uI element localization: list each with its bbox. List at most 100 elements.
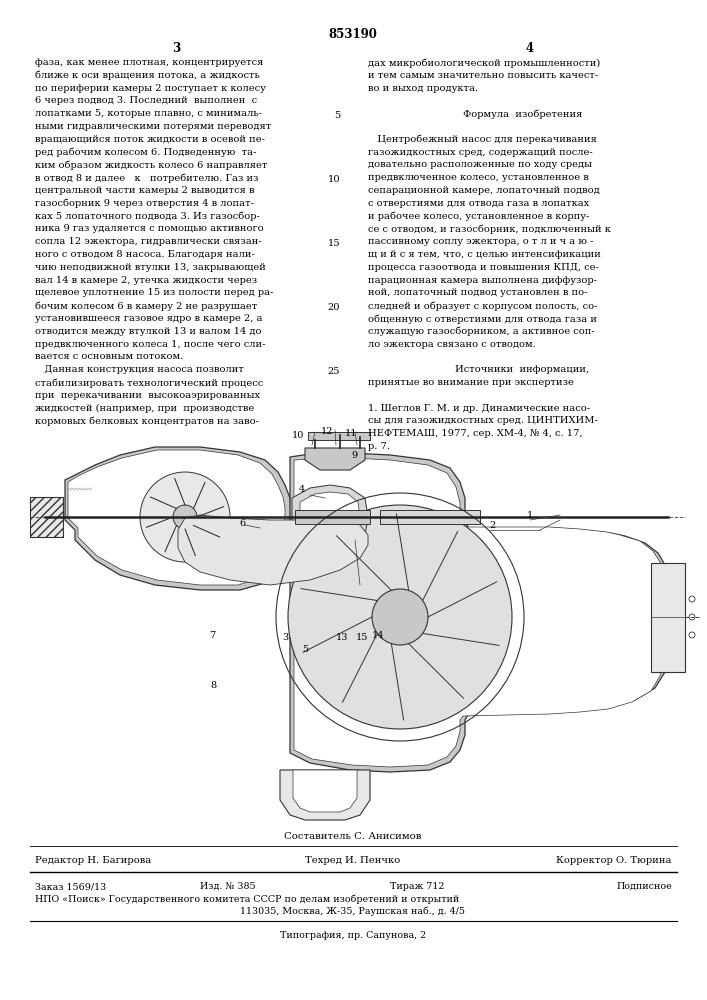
Polygon shape	[305, 448, 365, 470]
Text: фаза, как менее плотная, концентрируется: фаза, как менее плотная, концентрируется	[35, 58, 264, 67]
Text: 15: 15	[327, 239, 340, 248]
Circle shape	[689, 632, 695, 638]
Text: 12: 12	[321, 428, 333, 436]
Text: вращающийся поток жидкости в осевой пе-: вращающийся поток жидкости в осевой пе-	[35, 135, 265, 144]
Text: 15: 15	[356, 634, 368, 643]
Text: по периферии камеры 2 поступает к колесу: по периферии камеры 2 поступает к колесу	[35, 84, 266, 93]
Polygon shape	[295, 510, 370, 524]
Text: предвключенного колеса 1, после чего сли-: предвключенного колеса 1, после чего сли…	[35, 340, 266, 349]
Text: Техред И. Пенчко: Техред И. Пенчко	[305, 856, 401, 865]
Polygon shape	[651, 563, 685, 672]
Text: Заказ 1569/13: Заказ 1569/13	[35, 882, 106, 891]
Text: НЕФТЕМАШ, 1977, сер. ХМ-4, № 4, с. 17,: НЕФТЕМАШ, 1977, сер. ХМ-4, № 4, с. 17,	[368, 429, 583, 438]
Text: р. 7.: р. 7.	[368, 442, 390, 451]
Text: вается с основным потоком.: вается с основным потоком.	[35, 352, 183, 361]
Polygon shape	[65, 447, 292, 590]
Text: 6 через подвод 3. Последний  выполнен  с: 6 через подвод 3. Последний выполнен с	[35, 96, 257, 105]
Circle shape	[372, 589, 428, 645]
Text: газосборник 9 через отверстия 4 в лопат-: газосборник 9 через отверстия 4 в лопат-	[35, 199, 254, 208]
Text: служащую газосборником, а активное соп-: служащую газосборником, а активное соп-	[368, 327, 595, 336]
Text: Подписное: Подписное	[617, 882, 672, 891]
Text: дах микробиологической промышленности): дах микробиологической промышленности)	[368, 58, 600, 68]
Text: 8: 8	[210, 682, 216, 690]
Text: Составитель С. Анисимов: Составитель С. Анисимов	[284, 832, 421, 841]
Text: бочим колесом 6 в камеру 2 не разрушает: бочим колесом 6 в камеру 2 не разрушает	[35, 301, 257, 311]
Text: 853190: 853190	[329, 28, 378, 41]
Text: Изд. № 385: Изд. № 385	[200, 882, 256, 891]
Text: Типография, пр. Сапунова, 2: Типография, пр. Сапунова, 2	[280, 931, 426, 940]
Polygon shape	[294, 458, 663, 767]
Polygon shape	[293, 770, 357, 812]
Text: предвключенное колесо, установленное в: предвключенное колесо, установленное в	[368, 173, 589, 182]
Polygon shape	[380, 510, 480, 524]
Text: 10: 10	[292, 430, 304, 440]
Circle shape	[173, 505, 197, 529]
Text: 4: 4	[299, 486, 305, 494]
Polygon shape	[178, 515, 368, 585]
Text: се с отводом, и газосборник, подключенный к: се с отводом, и газосборник, подключенны…	[368, 224, 611, 234]
Text: общенную с отверстиями для отвода газа и: общенную с отверстиями для отвода газа и	[368, 314, 597, 324]
Polygon shape	[30, 497, 63, 537]
Text: в отвод 8 и далее   к   потребителю. Газ из: в отвод 8 и далее к потребителю. Газ из	[35, 173, 259, 183]
Text: во и выход продукта.: во и выход продукта.	[368, 84, 478, 93]
Text: сепарационной камере, лопаточный подвод: сепарационной камере, лопаточный подвод	[368, 186, 600, 195]
Text: 3: 3	[282, 633, 288, 642]
Text: с отверстиями для отвода газа в лопатках: с отверстиями для отвода газа в лопатках	[368, 199, 590, 208]
Text: 13: 13	[336, 634, 349, 643]
Polygon shape	[68, 450, 285, 585]
Text: довательно расположенные по ходу среды: довательно расположенные по ходу среды	[368, 160, 592, 169]
Text: ближе к оси вращения потока, а жидкость: ближе к оси вращения потока, а жидкость	[35, 71, 259, 80]
Text: 1. Шеглов Г. М. и др. Динамические насо-: 1. Шеглов Г. М. и др. Динамические насо-	[368, 404, 590, 413]
Text: следней и образует с корпусом полость, со-: следней и образует с корпусом полость, с…	[368, 301, 597, 311]
Text: Корректор О. Тюрина: Корректор О. Тюрина	[556, 856, 672, 865]
Text: НПО «Поиск» Государственного комитета СССР по делам изобретений и открытий: НПО «Поиск» Государственного комитета СС…	[35, 895, 460, 904]
Text: Тираж 712: Тираж 712	[390, 882, 445, 891]
Text: чию неподвижной втулки 13, закрывающей: чию неподвижной втулки 13, закрывающей	[35, 263, 266, 272]
Text: ного с отводом 8 насоса. Благодаря нали-: ного с отводом 8 насоса. Благодаря нали-	[35, 250, 255, 259]
Text: ках 5 лопаточного подвода 3. Из газосбор-: ках 5 лопаточного подвода 3. Из газосбор…	[35, 212, 260, 221]
Text: 10: 10	[327, 175, 340, 184]
Text: Данная конструкция насоса позволит: Данная конструкция насоса позволит	[35, 365, 244, 374]
Text: ким образом жидкость колесо 6 направляет: ким образом жидкость колесо 6 направляет	[35, 160, 267, 170]
Polygon shape	[308, 432, 370, 440]
Text: установившееся газовое ядро в камере 2, а: установившееся газовое ядро в камере 2, …	[35, 314, 262, 323]
Text: процесса газоотвода и повышения КПД, се-: процесса газоотвода и повышения КПД, се-	[368, 263, 599, 272]
Circle shape	[288, 505, 512, 729]
Text: лопатками 5, которые плавно, с минималь-: лопатками 5, которые плавно, с минималь-	[35, 109, 262, 118]
Circle shape	[140, 472, 230, 562]
Text: вал 14 в камере 2, утечка жидкости через: вал 14 в камере 2, утечка жидкости через	[35, 276, 257, 285]
Text: сопла 12 эжектора, гидравлически связан-: сопла 12 эжектора, гидравлически связан-	[35, 237, 262, 246]
Polygon shape	[280, 770, 370, 820]
Text: и тем самым значительно повысить качест-: и тем самым значительно повысить качест-	[368, 71, 598, 80]
Polygon shape	[290, 453, 668, 772]
Text: Редактор Н. Багирова: Редактор Н. Багирова	[35, 856, 151, 865]
Text: 3: 3	[172, 42, 180, 55]
Text: сы для газожидкостных сред. ЦИНТИХИМ-: сы для газожидкостных сред. ЦИНТИХИМ-	[368, 416, 598, 425]
Text: Формула  изобретения: Формула изобретения	[463, 109, 582, 119]
Polygon shape	[292, 485, 368, 548]
Text: пассивному соплу эжектора, о т л и ч а ю -: пассивному соплу эжектора, о т л и ч а ю…	[368, 237, 593, 246]
Text: центральной части камеры 2 выводится в: центральной части камеры 2 выводится в	[35, 186, 255, 195]
Text: щ и й с я тем, что, с целью интенсификации: щ и й с я тем, что, с целью интенсификац…	[368, 250, 601, 259]
Text: 1: 1	[527, 510, 533, 520]
Text: 2: 2	[490, 520, 496, 530]
Text: и рабочее колесо, установленное в корпу-: и рабочее колесо, установленное в корпу-	[368, 212, 590, 221]
Text: парационная камера выполнена диффузор-: парационная камера выполнена диффузор-	[368, 276, 597, 285]
Text: жидкостей (например, при  производстве: жидкостей (например, при производстве	[35, 404, 255, 413]
Text: 14: 14	[372, 632, 384, 641]
Text: отводится между втулкой 13 и валом 14 до: отводится между втулкой 13 и валом 14 до	[35, 327, 262, 336]
Text: Центробежный насос для перекачивания: Центробежный насос для перекачивания	[368, 135, 597, 144]
Text: 9: 9	[351, 450, 357, 460]
Text: 5: 5	[334, 111, 340, 120]
Text: при  перекачивании  высокоаэрированных: при перекачивании высокоаэрированных	[35, 391, 260, 400]
Text: газожидкостных сред, содержащий после-: газожидкостных сред, содержащий после-	[368, 148, 592, 157]
Text: 4: 4	[526, 42, 534, 55]
Text: принятые во внимание при экспертизе: принятые во внимание при экспертизе	[368, 378, 574, 387]
Text: ника 9 газ удаляется с помощью активного: ника 9 газ удаляется с помощью активного	[35, 224, 264, 233]
Text: 20: 20	[327, 303, 340, 312]
Text: 6: 6	[239, 518, 245, 528]
Text: кормовых белковых концентратов на заво-: кормовых белковых концентратов на заво-	[35, 416, 259, 426]
Text: ными гидравлическими потерями переводят: ными гидравлическими потерями переводят	[35, 122, 271, 131]
Text: Источники  информации,: Источники информации,	[455, 365, 590, 374]
Text: ло эжектора связано с отводом.: ло эжектора связано с отводом.	[368, 340, 536, 349]
